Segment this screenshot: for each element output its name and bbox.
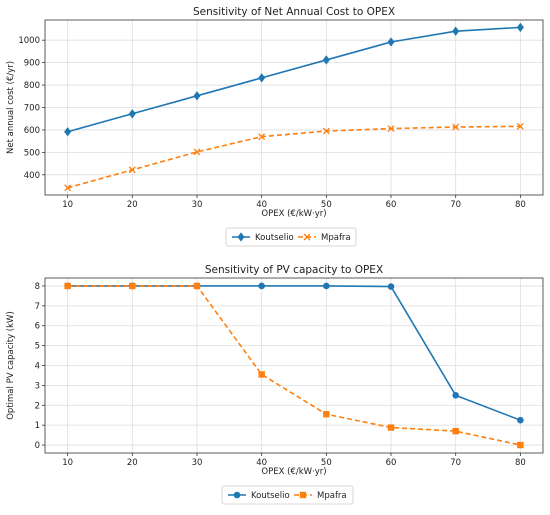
data-point <box>387 424 395 431</box>
y-tick-label: 4 <box>35 362 40 372</box>
y-tick-label: 1 <box>35 421 40 431</box>
series-line <box>67 125 521 189</box>
x-tick-label: 50 <box>321 200 332 210</box>
legend-marker <box>299 491 307 499</box>
y-tick-label: 400 <box>24 171 40 181</box>
series-mpafra <box>64 282 524 449</box>
y-tick-label: 6 <box>35 322 40 332</box>
x-tick-label: 70 <box>450 200 461 210</box>
grid <box>45 278 543 453</box>
series-line <box>67 26 521 133</box>
data-point <box>516 22 524 33</box>
data-point <box>258 133 266 141</box>
y-axis-label: Net annual cost (€/yr) <box>6 61 16 154</box>
y-tick-label: 800 <box>24 81 40 91</box>
x-tick-label: 80 <box>515 458 526 468</box>
series-koutselio <box>64 22 524 137</box>
data-point <box>322 127 330 135</box>
x-tick-label: 10 <box>62 458 73 468</box>
y-tick-label: 5 <box>35 342 40 352</box>
data-point <box>128 166 136 174</box>
data-point <box>193 91 201 101</box>
data-point <box>387 283 395 290</box>
legend: Koutselio Mpafra <box>221 485 354 505</box>
data-point <box>193 148 201 156</box>
x-axis-label: OPEX (€/kW·yr) <box>261 467 326 477</box>
y-tick-label: 3 <box>35 381 40 391</box>
y-axis-label: Optimal PV capacity (kW) <box>6 311 16 420</box>
series-mpafra <box>64 122 524 192</box>
data-point <box>452 392 459 399</box>
y-tick-label: 7 <box>35 302 40 312</box>
x-tick-label: 60 <box>386 458 397 468</box>
y-tick-label: 700 <box>24 104 40 114</box>
x-tick-label: 40 <box>256 458 267 468</box>
y-tick-label: 900 <box>24 59 40 69</box>
y-tick-label: 2 <box>35 401 40 411</box>
series-koutselio <box>64 282 524 424</box>
data-point <box>64 184 72 192</box>
data-point <box>322 55 330 65</box>
chart-title: Sensitivity of PV capacity to OPEX <box>205 264 383 276</box>
y-tick-label: 0 <box>35 441 40 451</box>
x-tick-label: 30 <box>192 458 203 468</box>
x-tick-label: 70 <box>450 458 461 468</box>
data-point <box>517 441 524 449</box>
x-tick-label: 40 <box>256 200 267 210</box>
chart-title: Sensitivity of Net Annual Cost to OPEX <box>193 6 395 18</box>
y-tick-label: 1000 <box>18 36 40 46</box>
data-point <box>258 73 266 83</box>
data-point <box>387 37 395 47</box>
legend-marker <box>233 491 241 499</box>
data-point <box>258 282 265 290</box>
data-point <box>193 282 201 290</box>
legend-box <box>225 227 357 247</box>
legend-marker <box>303 233 311 241</box>
data-point <box>64 127 72 137</box>
legend-label: Mpafra <box>317 491 347 501</box>
legend-label: Mpafra <box>321 233 351 243</box>
data-point <box>129 282 136 290</box>
y-tick-label: 600 <box>24 126 40 136</box>
y-tick-label: 8 <box>35 282 40 292</box>
x-tick-label: 20 <box>127 458 138 468</box>
x-tick-label: 50 <box>321 458 332 468</box>
data-point <box>516 122 524 130</box>
data-point <box>128 109 136 119</box>
chart-1: Sensitivity of Net Annual Cost to OPEX 10… <box>6 6 544 247</box>
x-tick-label: 10 <box>62 200 73 210</box>
data-point <box>323 411 330 418</box>
y-tick-label: 500 <box>24 148 40 158</box>
x-axis-label: OPEX (€/kW·yr) <box>261 209 326 219</box>
legend-label: Koutselio <box>251 491 290 501</box>
x-tick-label: 80 <box>515 200 526 210</box>
data-point <box>323 282 330 290</box>
series-line <box>67 285 521 446</box>
x-tick-label: 20 <box>127 200 138 210</box>
x-tick-label: 60 <box>386 200 397 210</box>
data-point <box>452 427 459 435</box>
legend-box <box>221 485 354 505</box>
data-point <box>452 123 460 131</box>
data-point <box>258 371 265 378</box>
data-point <box>452 26 460 36</box>
legend-label: Koutselio <box>255 233 294 243</box>
data-point <box>517 416 524 424</box>
x-tick-label: 30 <box>192 200 203 210</box>
legend: Koutselio Mpafra <box>225 227 357 247</box>
legend-marker <box>237 232 245 242</box>
data-point <box>387 125 395 133</box>
data-point <box>64 282 71 290</box>
grid <box>45 20 543 195</box>
